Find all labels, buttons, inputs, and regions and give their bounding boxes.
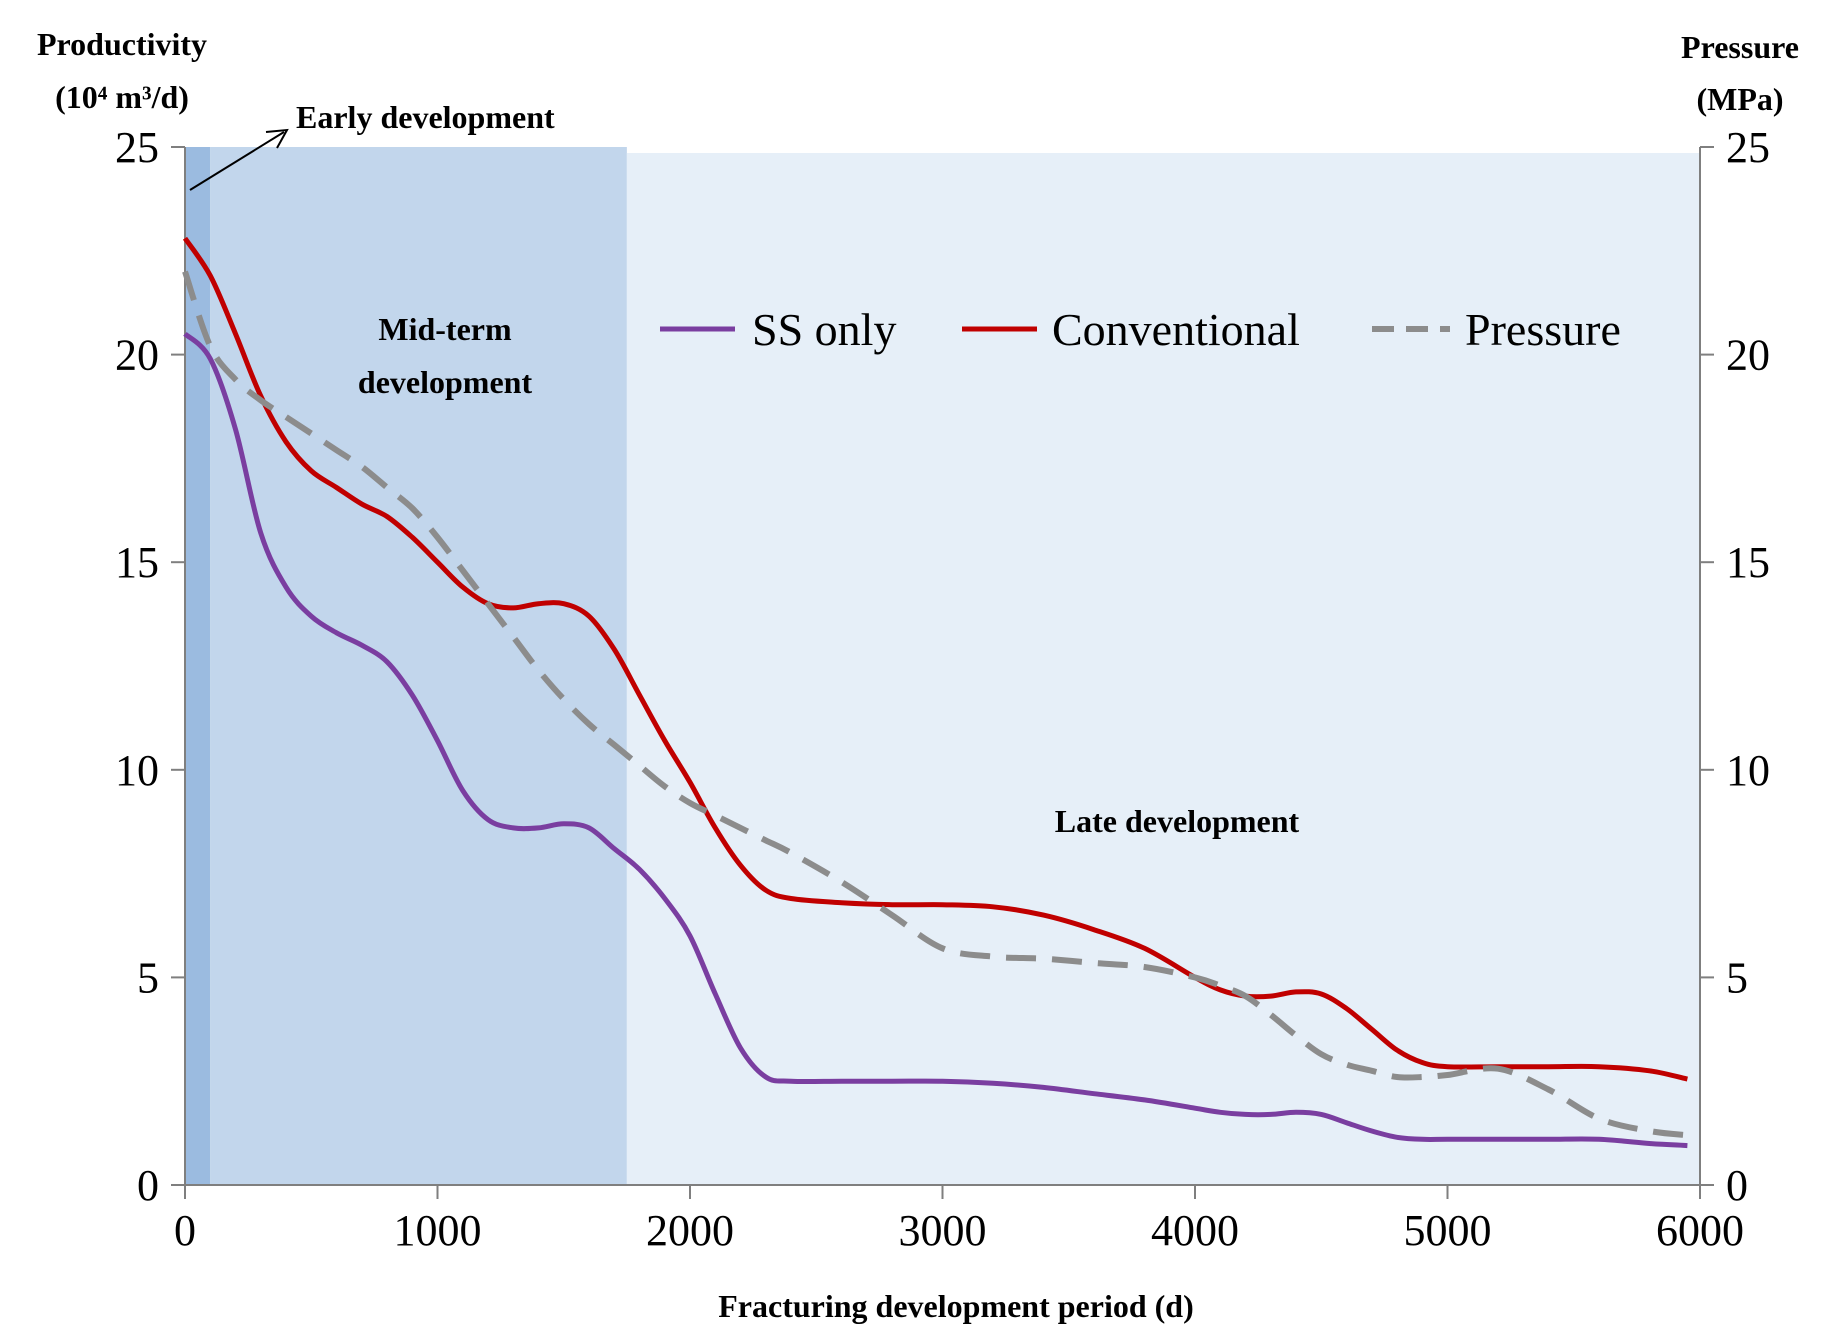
series-line-ss-only: [183, 331, 1688, 1149]
left-axis-title-line2: (10⁴ m³/d): [55, 79, 189, 115]
phase-band-0: [185, 147, 211, 1185]
legend-label-conventional: Conventional: [1052, 304, 1300, 355]
left-tick-label: 10: [115, 746, 159, 795]
series-lines: [182, 236, 1688, 1149]
phase-bands: [185, 147, 1700, 1185]
right-tick-label: 10: [1726, 746, 1770, 795]
early-phase-arrow: [189, 128, 289, 191]
axes: 0 5 10 15 20 25 0 5 10 15 20 25 0 1000 2000 3000 4000 500…: [115, 123, 1770, 1255]
x-tick-label: 0: [174, 1206, 196, 1255]
left-tick-label: 25: [115, 123, 159, 172]
legend-label-ss-only: SS only: [752, 304, 896, 355]
x-tick-label: 2000: [646, 1206, 734, 1255]
x-tick-label: 3000: [899, 1206, 987, 1255]
x-tick-label: 5000: [1404, 1206, 1492, 1255]
right-tick-label: 20: [1726, 331, 1770, 380]
right-tick-label: 25: [1726, 123, 1770, 172]
x-tick-label: 6000: [1656, 1206, 1744, 1255]
phase-band-1: [210, 147, 627, 1185]
mid-phase-label-line2: development: [358, 364, 533, 400]
series-line-pressure: [182, 270, 1688, 1139]
phase-band-2: [626, 153, 1700, 1185]
x-axis-title: Fracturing development period (d): [718, 1288, 1194, 1324]
right-tick-label: 5: [1726, 953, 1748, 1002]
series-line-conventional: [182, 236, 1688, 1082]
right-tick-label: 0: [1726, 1161, 1748, 1210]
mid-phase-label-line1: Mid-term: [378, 311, 512, 347]
left-tick-label: 15: [115, 538, 159, 587]
x-tick-label: 1000: [394, 1206, 482, 1255]
late-phase-label: Late development: [1055, 803, 1300, 839]
legend-label-pressure: Pressure: [1465, 304, 1621, 355]
legend: SS only Conventional Pressure: [660, 304, 1621, 355]
left-axis-title-line1: Productivity: [37, 26, 207, 62]
right-axis-title-line2: (MPa): [1696, 81, 1783, 117]
left-tick-label: 20: [115, 331, 159, 380]
right-axis-title-line1: Pressure: [1681, 29, 1799, 65]
early-phase-label: Early development: [296, 99, 555, 135]
left-tick-label: 0: [137, 1161, 159, 1210]
x-tick-label: 4000: [1151, 1206, 1239, 1255]
right-tick-label: 15: [1726, 538, 1770, 587]
left-tick-label: 5: [137, 953, 159, 1002]
